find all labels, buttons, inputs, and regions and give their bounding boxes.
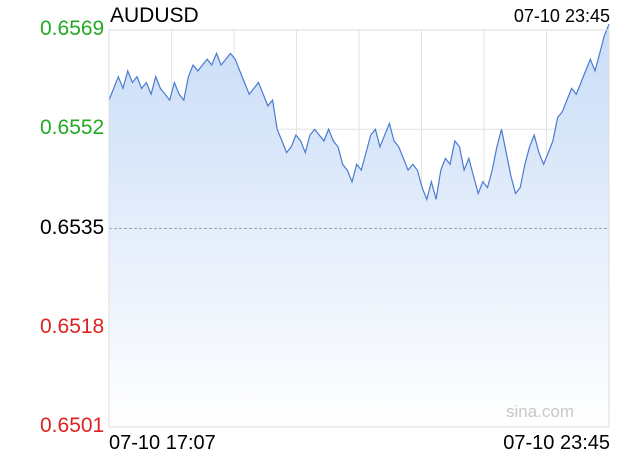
price-line: [108, 23, 610, 202]
y-tick-label: 0.6518: [40, 314, 105, 338]
y-tick-label: 0.6552: [40, 116, 105, 140]
plot-frame: [108, 29, 610, 428]
x-tick-end: 07-10 23:45: [503, 432, 610, 454]
symbol-title: AUDUSD: [110, 4, 199, 27]
last-update-time: 07-10 23:45: [513, 6, 610, 26]
sina-watermark: sina.com: [506, 402, 575, 421]
y-tick-label: 0.6535: [40, 215, 105, 239]
y-tick-label: 0.6501: [40, 414, 105, 437]
x-tick-start: 07-10 17:07: [109, 432, 216, 454]
price-area-fill: [109, 24, 609, 427]
y-tick-label: 0.6569: [40, 17, 105, 40]
